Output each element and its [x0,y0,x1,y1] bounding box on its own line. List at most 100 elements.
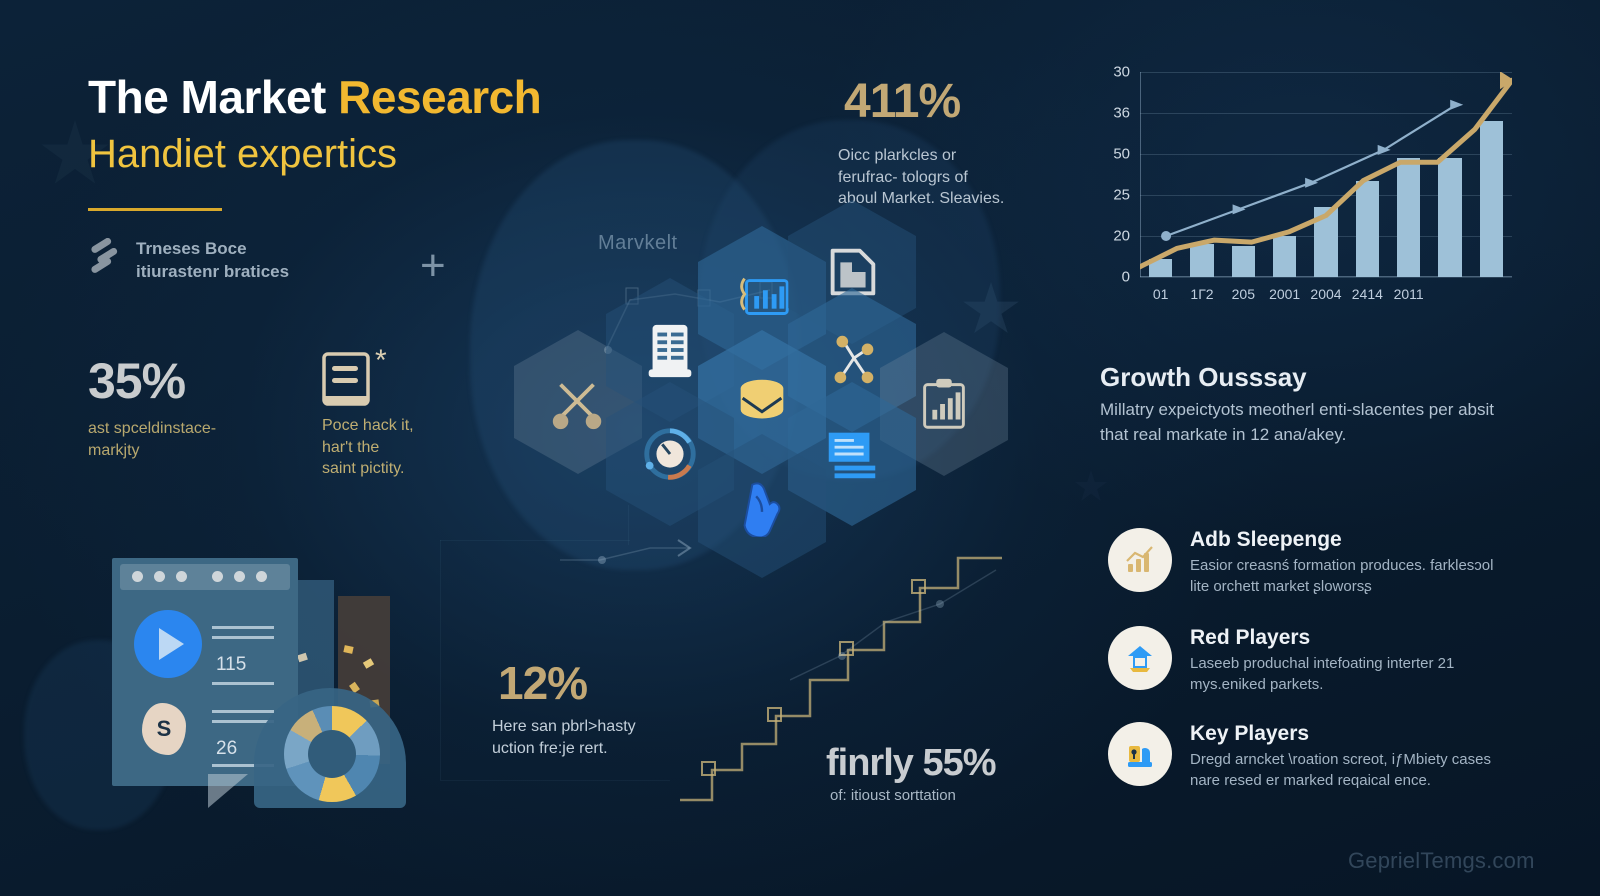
feature-text-1: Red Players Laseeb produchal intefoating… [1190,626,1508,695]
growth-section-title: Growth Ousssay [1100,362,1307,392]
dash-dot [132,571,143,582]
chart-bar [1231,246,1255,277]
lede-block: Trneses Boce itiurastenr bratices [88,237,289,284]
chart-arrow-marker [1377,144,1391,155]
chart-gridline [1140,154,1512,155]
chart-x-tick: 2414 [1351,286,1383,302]
chart-y-axis [1140,72,1141,277]
background-gridline [440,540,441,780]
dash-dot [234,571,245,582]
chart-arrow-marker [1450,99,1464,110]
stat-caption-411: Oicc plarkcles or ferufrac- tologrs of a… [838,147,1005,208]
donut-center [308,730,356,778]
book-asterisk-icon: * [322,344,396,410]
hand-icon [743,482,781,537]
dash-rule [212,682,274,685]
chart-bar [1479,121,1503,277]
growth-chart-icon [1108,528,1172,592]
badge-letter: S [142,703,186,755]
chart-x-tick: 01 [1152,286,1169,302]
chart-bar [1355,180,1379,277]
dash-dot [256,571,267,582]
chart-x-tick: 1Г2 [1190,286,1214,302]
chart-arrow-marker [1305,177,1319,188]
dash-rule [212,764,274,767]
stat-value-12: 12% [498,657,588,709]
document-lines-icon [828,432,876,479]
background-gridline [440,540,630,541]
folder-icon [830,248,876,296]
feature-body-0: Easior creasnś formation produces. farkl… [1190,557,1494,595]
house-data-icon [1108,626,1172,690]
dash-dot [176,571,187,582]
dash-card: 115 S 26 [112,558,298,786]
stat-caption-12: Here san pbrl>hasty uction fre:je rert. [492,718,636,757]
dash-value-bottom: 26 [216,738,238,759]
dash-dot [154,571,165,582]
chart-gridline [1140,195,1512,196]
chart-x-tick: 2011 [1393,286,1424,302]
chart-arrow-head [1500,72,1512,90]
network-nodes-icon [834,335,874,384]
chart-bar [1273,236,1297,277]
feature-item-0[interactable]: Adb Sleepenge Easior creasnś formation p… [1108,528,1508,597]
chart-x-tick: 2004 [1310,286,1342,302]
decorative-star-icon [1075,470,1108,501]
background-gridline [628,505,629,545]
growth-section-body: Millatry expeictyots meotherl enti-slace… [1100,400,1494,444]
chart-gridline [1140,277,1512,278]
chart-y-tick: 30 [1113,63,1130,81]
chart-line-gold-trend [1140,77,1512,270]
feature-text-2: Key Players Dregd arncket \roation screo… [1190,722,1508,791]
chart-trend-lines [1140,72,1512,270]
network-decoration [560,539,692,564]
growth-chart: 30 36 50 25 20 0 01 1Г2 205 2001 2004 2414 2011 [1096,62,1516,312]
chart-bar [1438,158,1462,277]
page-subtitle: Handiet expertics [88,132,398,176]
stat-value-35: 35% [88,353,186,409]
chain-links-icon [88,237,122,278]
chart-x-tick: 2001 [1269,286,1301,302]
background-gridline [440,780,670,781]
stat-caption-doc: Poce hack it, har't the saint pictity. [322,417,414,478]
dash-rule [212,626,274,629]
chart-y-tick: 0 [1121,268,1130,286]
chart-bar [1190,244,1214,277]
title-divider [88,208,222,211]
hex-icon-cluster: Marvkelt [470,180,1030,650]
page-title-part1: The Market [88,71,339,123]
dash-dot [212,571,223,582]
chart-plot-area: 30 36 50 25 20 0 01 1Г2 205 2001 2004 2414 2011 [1113,64,1512,302]
database-icon [740,379,784,419]
feature-item-2[interactable]: Key Players Dregd arncket \roation screo… [1108,722,1508,791]
chart-gridline [1140,72,1512,73]
stat-caption-35: ast spceldinstace- markjty [88,420,217,459]
stat-caption-55: of: itioust sorttation [830,787,956,804]
chart-point-marker [1161,231,1172,241]
dash-rule [212,636,274,639]
hex-cluster-label: Marvkelt [598,232,678,254]
briefcase-key-icon [1108,722,1172,786]
step-line-decoration [680,556,1002,802]
chart-y-tick: 36 [1113,104,1130,122]
dashboard-illustration: 115 S 26 [112,558,432,828]
feature-title-2: Key Players [1190,722,1310,745]
dash-fold-corner [208,774,248,808]
chart-y-tick: 20 [1113,227,1130,245]
chart-gridline [1140,113,1512,114]
feature-title-1: Red Players [1190,626,1311,649]
feature-text-0: Adb Sleepenge Easior creasnś formation p… [1190,528,1508,597]
page-title: The Market Research [88,70,542,124]
chart-line-blue-arrow [1164,103,1458,238]
bar-chart-board-icon [740,277,789,315]
chart-y-tick: 50 [1113,145,1130,163]
chart-bar [1314,207,1338,277]
stat-value-411: 411% [844,75,961,128]
chart-bar [1397,158,1421,277]
feature-title-0: Adb Sleepenge [1190,528,1342,551]
feature-item-1[interactable]: Red Players Laseeb produchal intefoating… [1108,626,1508,695]
chart-y-tick: 25 [1113,186,1130,204]
dash-rule [212,710,274,713]
feature-body-2: Dregd arncket \roation screot, iƒMbiety … [1190,751,1491,789]
